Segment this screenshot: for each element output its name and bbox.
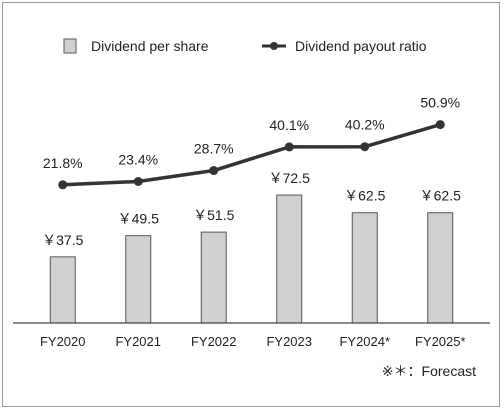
legend-bar-swatch xyxy=(63,38,77,54)
bar-value-label-1: ￥49.5 xyxy=(118,211,159,227)
x-tick-label-0: FY2020 xyxy=(40,334,86,349)
bar-2 xyxy=(200,231,227,324)
bar-0 xyxy=(49,256,76,324)
line-point-0 xyxy=(58,180,68,190)
legend: Dividend per share Dividend payout ratio xyxy=(63,38,427,54)
line-point-3 xyxy=(284,142,294,152)
bar-value-label-5: ￥62.5 xyxy=(420,188,461,204)
line-value-label-4: 40.2% xyxy=(345,117,385,133)
x-tick-label-2: FY2022 xyxy=(191,334,237,349)
x-tick-label-4: FY2024* xyxy=(339,334,390,349)
x-tick-label-1: FY2021 xyxy=(115,334,161,349)
bar-value-label-4: ￥62.5 xyxy=(344,188,385,204)
legend-line-label: Dividend payout ratio xyxy=(295,38,427,54)
line-value-label-2: 28.7% xyxy=(194,141,234,157)
legend-bar-label: Dividend per share xyxy=(91,38,209,54)
line-series: 21.8% 23.4% 28.7% 40.1% 40.2% 50.9% xyxy=(43,95,460,190)
line-value-label-1: 23.4% xyxy=(118,151,158,167)
line-point-2 xyxy=(209,166,219,176)
line-value-label-3: 40.1% xyxy=(269,117,309,133)
bar-value-label-3: ￥72.5 xyxy=(269,170,310,186)
bar-5 xyxy=(427,212,454,324)
bar-4 xyxy=(351,212,378,324)
line-value-label-0: 21.8% xyxy=(43,155,83,171)
line-value-label-5: 50.9% xyxy=(420,95,460,111)
x-tick-label-5: FY2025* xyxy=(415,334,466,349)
bar-1 xyxy=(125,235,152,324)
x-tick-label-3: FY2023 xyxy=(266,334,312,349)
x-axis-ticks: FY2020 FY2021 FY2022 FY2023 FY2024* FY2025* xyxy=(40,334,466,349)
bar-value-label-0: ￥37.5 xyxy=(42,232,83,248)
bar-3 xyxy=(276,194,303,324)
line-point-5 xyxy=(435,120,445,130)
bar-series: ￥37.5 ￥49.5 ￥51.5 ￥72.5 ￥62.5 ￥62.5 xyxy=(42,170,461,324)
line-point-1 xyxy=(133,176,143,186)
forecast-note: ※＊：Forecast xyxy=(382,363,476,379)
bar-value-label-2: ￥51.5 xyxy=(193,207,234,223)
chart-frame xyxy=(2,2,500,407)
line-point-4 xyxy=(360,142,370,152)
payout-ratio-line xyxy=(62,122,441,187)
legend-line-marker xyxy=(270,42,278,50)
